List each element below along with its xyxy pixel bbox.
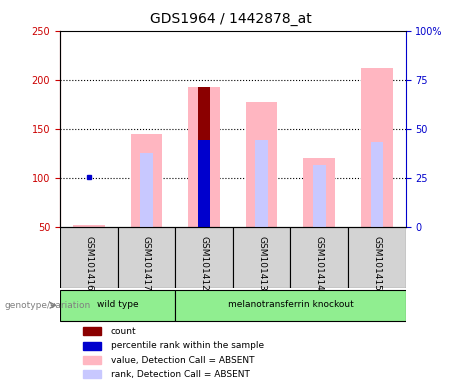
Text: GSM101413: GSM101413 bbox=[257, 236, 266, 291]
Bar bbox=[303, 158, 335, 227]
Bar bbox=[313, 165, 325, 227]
Bar bbox=[73, 225, 105, 227]
Text: genotype/variation: genotype/variation bbox=[5, 301, 91, 310]
Bar bbox=[83, 342, 101, 349]
Bar bbox=[198, 86, 210, 227]
Bar bbox=[246, 102, 278, 227]
Text: GSM101415: GSM101415 bbox=[372, 236, 381, 291]
Bar bbox=[198, 141, 210, 227]
Bar bbox=[255, 141, 268, 227]
Text: melanotransferrin knockout: melanotransferrin knockout bbox=[228, 300, 353, 309]
Bar bbox=[198, 145, 210, 227]
Text: rank, Detection Call = ABSENT: rank, Detection Call = ABSENT bbox=[111, 370, 249, 379]
Text: value, Detection Call = ABSENT: value, Detection Call = ABSENT bbox=[111, 356, 254, 364]
Bar bbox=[361, 68, 393, 227]
Bar bbox=[188, 86, 220, 227]
Bar bbox=[83, 327, 101, 335]
Bar bbox=[60, 290, 175, 321]
Bar bbox=[118, 227, 175, 288]
Bar bbox=[83, 370, 101, 379]
Bar bbox=[130, 134, 162, 227]
Bar bbox=[233, 227, 290, 288]
Bar bbox=[290, 227, 348, 288]
Bar bbox=[371, 142, 383, 227]
Text: GDS1964 / 1442878_at: GDS1964 / 1442878_at bbox=[150, 12, 311, 25]
Text: count: count bbox=[111, 327, 136, 336]
Bar bbox=[83, 356, 101, 364]
Text: wild type: wild type bbox=[97, 300, 138, 309]
Text: GSM101416: GSM101416 bbox=[84, 236, 93, 291]
Bar bbox=[175, 227, 233, 288]
Bar bbox=[60, 227, 118, 288]
Text: GSM101412: GSM101412 bbox=[200, 236, 208, 291]
Bar bbox=[175, 290, 406, 321]
Text: percentile rank within the sample: percentile rank within the sample bbox=[111, 341, 264, 350]
Bar bbox=[348, 227, 406, 288]
Bar bbox=[140, 153, 153, 227]
Text: GSM101414: GSM101414 bbox=[315, 236, 324, 291]
Text: GSM101417: GSM101417 bbox=[142, 236, 151, 291]
